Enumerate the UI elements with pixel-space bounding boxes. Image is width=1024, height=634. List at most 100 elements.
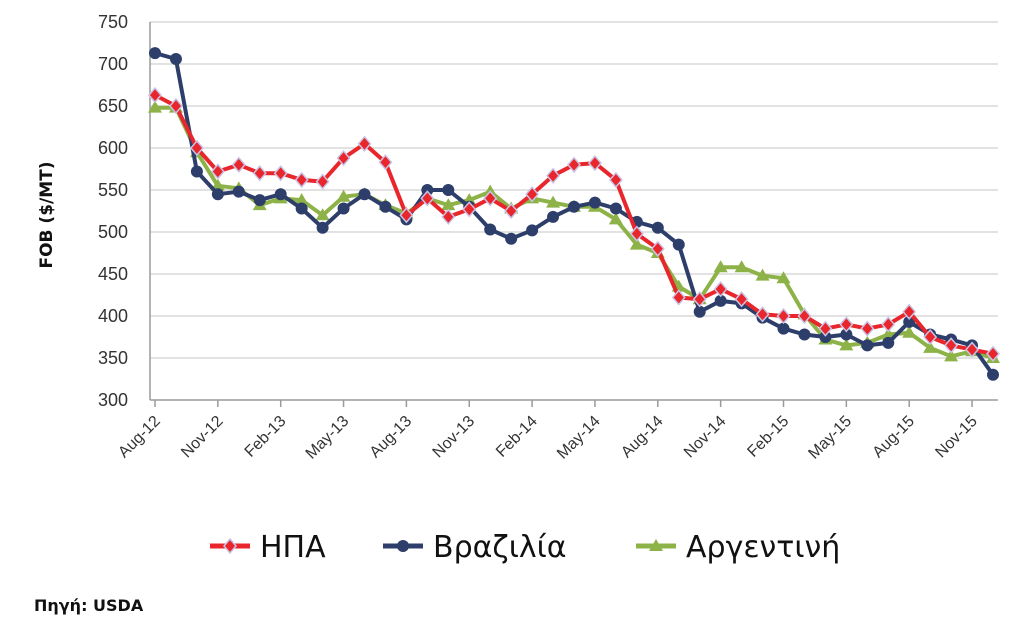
data-point [567, 156, 581, 173]
source-note: Πηγή: USDA [34, 596, 144, 615]
data-point [505, 232, 518, 245]
x-tick-label: Aug-14 [618, 413, 667, 462]
x-tick-labels: Aug-12 Nov-12 Feb-13 May-13 Aug-13 Nov-13 Feb-… [115, 413, 981, 463]
data-point [568, 200, 580, 213]
data-point [923, 328, 938, 346]
data-point [860, 320, 875, 337]
x-tick-label: May-13 [303, 413, 353, 463]
data-point [337, 202, 350, 215]
data-point [211, 188, 224, 201]
data-point [336, 189, 351, 202]
data-point [776, 271, 791, 284]
data-series [148, 47, 1000, 381]
data-point [839, 316, 854, 333]
data-point [902, 303, 917, 320]
y-tick-labels: 300 350 400 450 500 550 600 650 700 750 [98, 12, 128, 410]
x-tick-label: Feb-14 [493, 413, 541, 461]
x-tick-label: Feb-15 [744, 413, 792, 461]
y-tick-label: 400 [98, 306, 128, 326]
data-point [903, 315, 916, 328]
data-point [713, 280, 728, 298]
grid-lines [150, 21, 998, 359]
data-point [441, 208, 456, 226]
x-tick-label: Nov-13 [430, 413, 479, 462]
legend-item: ΗΠΑ [210, 530, 326, 565]
data-point [776, 307, 791, 325]
legend-label: Αργεντινή [686, 530, 840, 565]
data-point [149, 47, 161, 60]
x-tick-label: Nov-12 [178, 413, 227, 462]
data-point [421, 184, 434, 196]
data-point [672, 238, 685, 251]
data-point [986, 345, 1000, 362]
data-point [294, 193, 309, 206]
data-point [148, 86, 162, 104]
data-point [525, 186, 540, 203]
data-point [336, 149, 351, 167]
x-tick-label: Aug-15 [870, 413, 919, 462]
data-point [231, 156, 246, 173]
data-point [734, 291, 749, 308]
data-point [168, 97, 183, 115]
data-point [483, 190, 498, 207]
x-tick-label: May-14 [554, 413, 604, 463]
y-axis-label: FOB ($/MT) [37, 161, 57, 268]
data-point [210, 163, 225, 180]
x-tick-label: Feb-13 [242, 413, 290, 461]
data-point [777, 322, 790, 335]
data-point [253, 194, 266, 207]
data-point [650, 240, 665, 257]
data-point [609, 202, 622, 215]
x-tick-label: Nov-14 [681, 413, 730, 462]
data-point [546, 195, 561, 208]
legend-marker [649, 539, 663, 551]
data-point [608, 212, 623, 225]
x-tick-label: Aug-13 [367, 413, 416, 462]
data-point [798, 328, 811, 341]
data-point [693, 305, 706, 318]
data-point [840, 328, 853, 341]
data-point [861, 339, 874, 352]
data-point [965, 341, 980, 358]
data-point [902, 325, 917, 338]
data-point [399, 207, 414, 224]
y-tick-label: 300 [98, 390, 128, 410]
data-point [629, 237, 644, 250]
legend-label: Βραζιλία [433, 530, 567, 565]
data-point [189, 139, 204, 157]
y-tick-label: 500 [98, 222, 128, 242]
y-tick-label: 600 [98, 138, 128, 158]
data-point [714, 294, 727, 307]
y-tick-label: 750 [98, 12, 128, 32]
data-point [819, 331, 832, 343]
x-tick-label: Nov-15 [932, 413, 981, 462]
data-point [358, 188, 371, 201]
data-point [273, 165, 288, 182]
data-point [315, 173, 330, 190]
legend-marker [397, 540, 409, 552]
data-point [169, 52, 182, 65]
data-point [547, 210, 560, 223]
data-point [608, 171, 623, 189]
data-point [315, 208, 330, 221]
data-point [734, 260, 749, 273]
data-point [692, 291, 707, 308]
y-tick-label: 450 [98, 264, 128, 284]
data-point [629, 225, 644, 242]
data-point [944, 349, 959, 362]
data-point [526, 224, 539, 237]
series-diamond [148, 86, 1000, 362]
data-point [923, 340, 938, 353]
data-point [818, 320, 833, 337]
x-tick-label: May-15 [805, 413, 855, 463]
legend-label: ΗΠΑ [260, 530, 326, 565]
data-point [671, 289, 686, 306]
data-point [546, 167, 561, 184]
data-point [462, 201, 477, 218]
y-tick-label: 700 [98, 54, 128, 74]
data-point [316, 221, 329, 234]
legend-item: Βραζιλία [383, 530, 567, 565]
legend-item: Αργεντινή [636, 530, 840, 565]
data-point [274, 188, 287, 201]
data-point [839, 338, 854, 351]
